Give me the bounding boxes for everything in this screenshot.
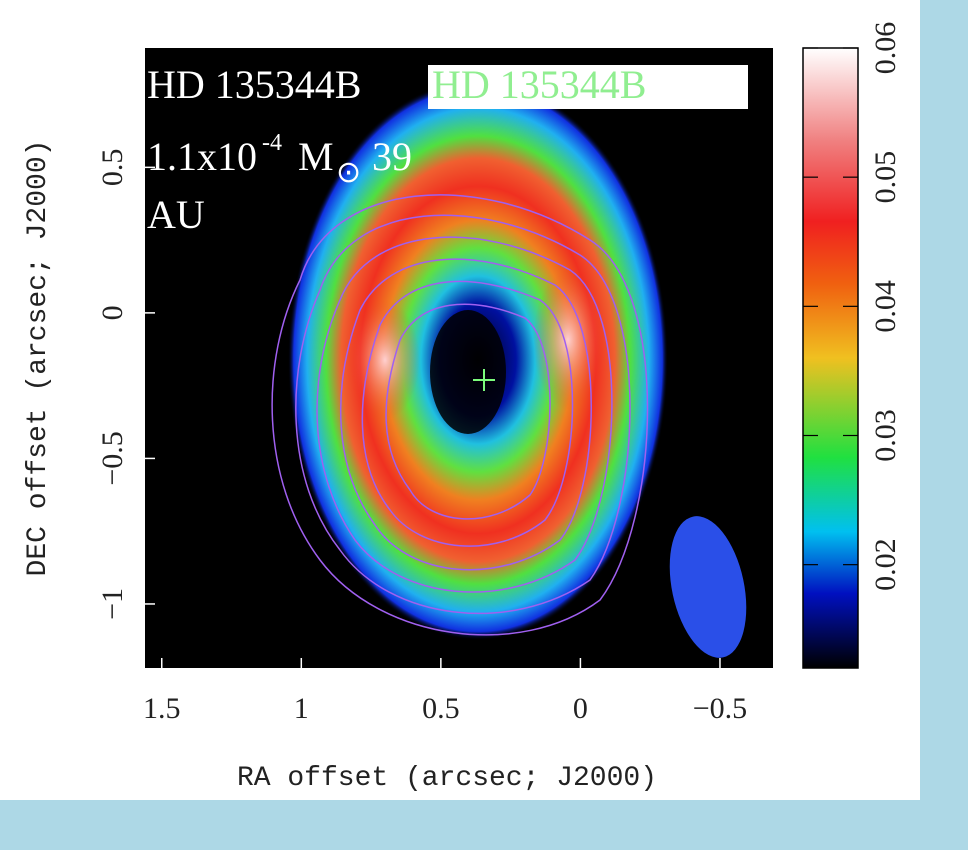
radius: 39 — [372, 134, 412, 179]
sun-symbol: ⊙ — [336, 155, 361, 190]
contours — [271, 194, 649, 636]
colorbar-tick-label: 0.05 — [869, 151, 902, 204]
y-tick-label: −0.5 — [96, 431, 129, 485]
mass: 1.1x10 — [147, 134, 257, 179]
source-name-boxed: HD 135344B — [432, 62, 646, 107]
colorbar-tick-label: 0.06 — [869, 22, 902, 75]
x-axis-label: RA offset (arcsec; J2000) — [237, 763, 657, 794]
x-tick-label: 0.5 — [422, 692, 460, 725]
source-name: HD 135344B — [147, 62, 361, 107]
y-tick-label: 0 — [96, 305, 129, 320]
colorbar — [802, 47, 859, 669]
colorbar-tick-label: 0.04 — [869, 280, 902, 333]
beam — [669, 516, 747, 658]
mass-exponent: -4 — [262, 130, 282, 156]
x-tick-label: 1.5 — [143, 692, 181, 725]
y-axis-label: DEC offset (arcsec; J2000) — [23, 140, 54, 577]
label-box — [428, 65, 748, 109]
center-cross — [473, 369, 495, 391]
x-tick-label: 0 — [573, 692, 588, 725]
y-tick-label: −1 — [96, 588, 129, 620]
x-tick-label: 1 — [294, 692, 309, 725]
colorbar-tick-label: 0.03 — [869, 409, 902, 462]
y-tick-label: 0.5 — [96, 149, 129, 187]
annotations: HD 135344B HD 135344B 1.1x10 -4 M ⊙ 39 A… — [147, 62, 748, 237]
radius-unit: AU — [147, 192, 205, 237]
mass-unit: M — [298, 134, 334, 179]
colorbar-tick-label: 0.02 — [869, 538, 902, 591]
x-tick-label: −0.5 — [693, 692, 747, 725]
